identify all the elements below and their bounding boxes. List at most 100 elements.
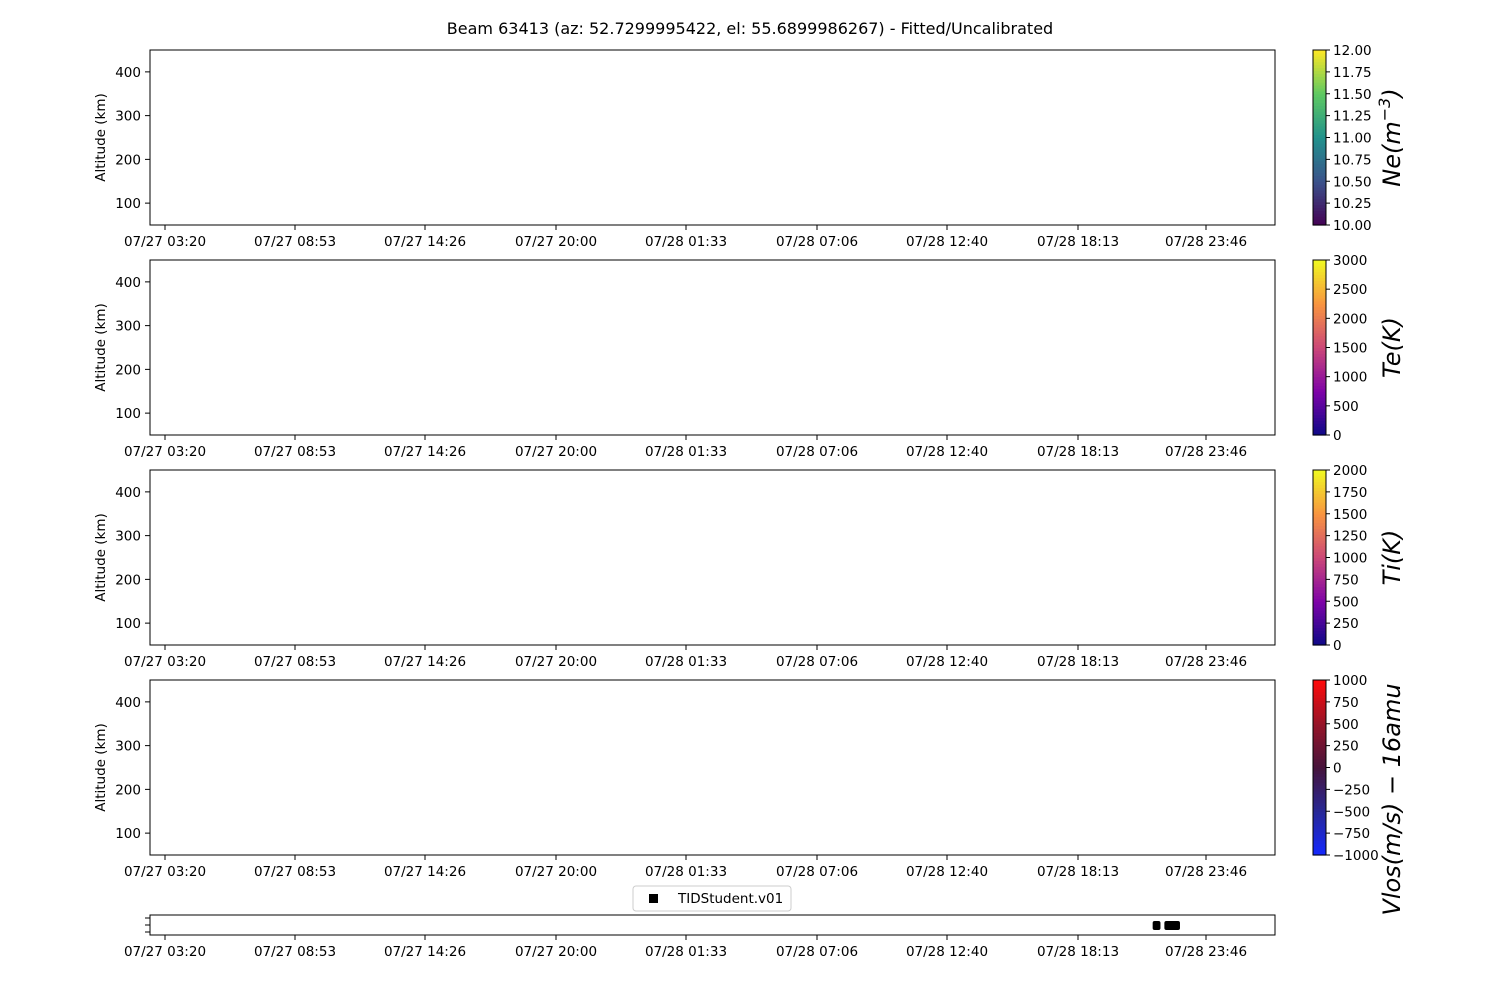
colorbar-swatch: [1313, 750, 1326, 754]
colorbar-swatch: [1313, 213, 1326, 217]
colorbar-swatch: [1313, 779, 1326, 783]
colorbar-tick-label: 1250: [1333, 529, 1367, 545]
y-axis-label: Altitude (km): [93, 303, 109, 392]
colorbar-swatch: [1313, 96, 1326, 101]
colorbar-tick-label: 2000: [1333, 311, 1367, 327]
colorbar-label: Ne(m−3): [1375, 88, 1406, 186]
colorbar-swatch: [1313, 131, 1326, 136]
colorbar-swatch: [1313, 615, 1326, 620]
colorbar-swatch: [1313, 540, 1326, 544]
colorbar-tick-label: 1000: [1333, 370, 1367, 386]
x-tick-label: 07/28 07:06: [776, 864, 858, 880]
colorbar-swatch: [1313, 347, 1326, 352]
colorbar-swatch: [1313, 297, 1326, 302]
colorbar-swatch: [1313, 624, 1326, 629]
y-tick-label: 100: [115, 826, 141, 842]
colorbar-swatch: [1313, 790, 1326, 795]
x-tick-label: 07/28 07:06: [776, 654, 858, 670]
colorbar-swatch: [1313, 820, 1326, 824]
x-tick-label: 07/27 14:26: [384, 654, 466, 670]
colorbar-swatch: [1313, 344, 1326, 349]
colorbar-swatch: [1313, 557, 1326, 562]
colorbar-tick-label: 0: [1333, 638, 1342, 654]
colorbar-swatch: [1313, 715, 1326, 719]
colorbar-swatch: [1313, 741, 1326, 745]
colorbar-tick-label: 500: [1333, 399, 1359, 415]
y-tick-label: 100: [115, 196, 141, 212]
colorbar-swatch: [1313, 90, 1326, 95]
colorbar-swatch: [1313, 811, 1326, 815]
colorbar-swatch: [1313, 280, 1326, 284]
colorbar-swatch: [1313, 755, 1326, 760]
y-tick-label: 200: [115, 782, 141, 798]
colorbar-swatch: [1313, 155, 1326, 159]
colorbar-swatch: [1313, 79, 1326, 83]
panel-2: 07/27 03:20 07/27 08:53 07/27 14:26 07/27 2…: [93, 253, 1406, 460]
colorbar-swatch: [1313, 192, 1326, 197]
y-tick-label: 400: [115, 275, 141, 291]
y-tick-label: 100: [115, 616, 141, 632]
colorbar-swatch: [1313, 787, 1326, 792]
colorbar-swatch: [1313, 782, 1326, 786]
colorbar-swatch: [1313, 105, 1326, 109]
colorbar-swatch: [1313, 840, 1326, 844]
colorbar-swatch: [1313, 548, 1326, 553]
colorbar-swatch: [1313, 82, 1326, 86]
x-tick-label: 07/28 12:40: [906, 864, 988, 880]
x-tick-label: 07/28 12:40: [906, 234, 988, 250]
colorbar-swatch: [1313, 805, 1326, 809]
colorbar-swatch: [1313, 125, 1326, 130]
colorbar-swatch: [1313, 163, 1326, 168]
colorbar-swatch: [1313, 277, 1326, 282]
colorbar-swatch: [1313, 178, 1326, 182]
colorbar-tick-label: 1750: [1333, 485, 1367, 501]
panel-3: 07/27 03:20 07/27 08:53 07/27 14:26 07/27 2…: [93, 463, 1406, 670]
colorbar-swatch: [1313, 545, 1326, 550]
colorbar-swatch: [1313, 137, 1326, 142]
colorbar-swatch: [1313, 589, 1326, 594]
colorbar-swatch: [1313, 367, 1326, 372]
colorbar-swatch: [1313, 510, 1326, 515]
colorbar-swatch: [1313, 572, 1326, 576]
colorbar-tick-label: 2000: [1333, 463, 1367, 479]
x-tick-label: 07/27 03:20: [124, 944, 206, 960]
colorbar-swatch: [1313, 373, 1326, 378]
x-tick-label: 07/28 23:46: [1165, 944, 1247, 960]
colorbar-swatch: [1313, 691, 1326, 696]
figure-title: Beam 63413 (az: 52.7299995422, el: 55.68…: [447, 19, 1053, 38]
colorbar-tick-label: 3000: [1333, 253, 1367, 269]
colorbar-swatch: [1313, 642, 1326, 646]
colorbar-swatch: [1313, 793, 1326, 798]
colorbar-swatch: [1313, 420, 1326, 424]
x-tick-label: 07/27 20:00: [515, 234, 597, 250]
colorbar-swatch: [1313, 400, 1326, 404]
colorbar-swatch: [1313, 712, 1326, 716]
colorbar-swatch: [1313, 385, 1326, 389]
colorbar-swatch: [1313, 99, 1326, 104]
colorbar-swatch: [1313, 738, 1326, 742]
colorbar-swatch: [1313, 50, 1326, 54]
colorbar-swatch: [1313, 306, 1326, 311]
colorbar-swatch: [1313, 470, 1326, 474]
colorbar-swatch: [1313, 799, 1326, 804]
colorbar-swatch: [1313, 554, 1326, 559]
y-axis-label: Altitude (km): [93, 723, 109, 812]
x-tick-label: 07/28 01:33: [645, 944, 727, 960]
x-tick-label: 07/28 01:33: [645, 234, 727, 250]
y-tick-label: 200: [115, 572, 141, 588]
x-tick-label: 07/27 20:00: [515, 944, 597, 960]
colorbar-tick-label: 10.50: [1333, 174, 1372, 190]
colorbar-swatch: [1313, 761, 1326, 766]
colorbar-swatch: [1313, 747, 1326, 751]
colorbar-swatch: [1313, 694, 1326, 699]
colorbar-swatch: [1313, 688, 1326, 693]
colorbar-swatch: [1313, 423, 1326, 427]
colorbar-swatch: [1313, 685, 1326, 690]
colorbar-swatch: [1313, 414, 1326, 419]
colorbar-tick-label: 500: [1333, 717, 1359, 733]
colorbar-swatch: [1313, 487, 1326, 492]
y-tick-label: 300: [115, 529, 141, 545]
colorbar-swatch: [1313, 592, 1326, 597]
colorbar-swatch: [1313, 817, 1326, 821]
